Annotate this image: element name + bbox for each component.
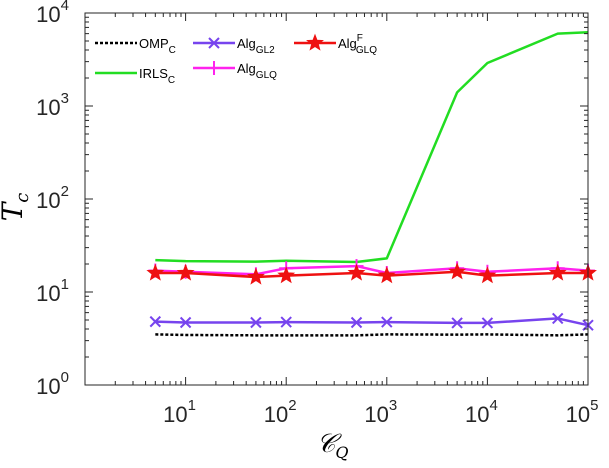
series-line — [155, 31, 589, 264]
legend-item-3: AlgGLQ — [193, 61, 277, 81]
x-tick-label: 103 — [364, 397, 397, 427]
legend-item-0: OMPC — [95, 36, 176, 56]
legend: OMPC IRLSC AlgGL2 AlgGLQ AlgF GLQ — [95, 33, 377, 86]
data-point — [250, 316, 262, 329]
data-point — [451, 317, 463, 329]
y-tick-label: 104 — [36, 0, 69, 27]
y-tick-label: 100 — [36, 369, 69, 399]
series-1 — [155, 31, 589, 264]
y-tick-label: 101 — [36, 276, 69, 306]
x-tick-label: 102 — [264, 397, 297, 427]
y-tick-label: 103 — [36, 90, 69, 120]
x-axis-label: 𝒞Q — [316, 429, 348, 462]
data-point — [381, 316, 393, 328]
series-0 — [155, 333, 589, 337]
series-2 — [149, 312, 594, 331]
legend-label: AlgF GLQ — [338, 33, 377, 56]
legend-label: AlgGLQ — [237, 61, 277, 81]
y-axis-label: Tc — [0, 193, 33, 222]
series-line — [155, 264, 589, 276]
legend-item-4: AlgF GLQ — [294, 33, 377, 56]
data-point — [246, 267, 265, 285]
axes-layer: 101 102 103 104 105 100 101 102 103 104 𝒞Q Tc — [0, 0, 598, 462]
legend-marker — [306, 33, 324, 51]
legend-label: OMPC — [139, 36, 176, 56]
legend-label: IRLSC — [139, 66, 175, 86]
series-line — [155, 333, 589, 337]
data-point — [179, 316, 192, 329]
series-4 — [146, 262, 597, 285]
x-tick-label: 105 — [566, 397, 599, 427]
series-line — [155, 317, 589, 327]
legend-marker — [208, 37, 220, 49]
data-point — [377, 266, 396, 284]
legend-label: AlgGL2 — [237, 36, 275, 56]
data-point — [146, 263, 165, 281]
legend-item-1: IRLSC — [95, 66, 175, 86]
data-point — [548, 263, 567, 281]
data-point — [448, 262, 467, 280]
legend-item-2: AlgGL2 — [193, 36, 275, 56]
legend-marker — [207, 61, 221, 75]
data-point — [481, 317, 494, 329]
data-point — [478, 266, 497, 284]
data-point — [176, 263, 195, 281]
x-tick-label: 101 — [163, 397, 196, 427]
data-point — [350, 316, 363, 329]
x-tick-label: 104 — [465, 397, 498, 427]
series-layer — [146, 31, 597, 337]
series-line — [155, 270, 588, 279]
data-point — [149, 315, 162, 328]
data-point — [277, 266, 296, 284]
y-tick-label: 102 — [36, 183, 69, 213]
data-point — [347, 263, 366, 281]
data-point — [280, 316, 292, 328]
data-point — [552, 312, 564, 325]
